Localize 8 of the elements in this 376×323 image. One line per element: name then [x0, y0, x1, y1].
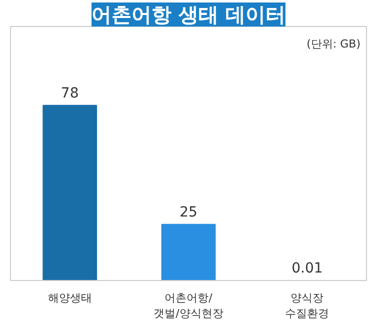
- x-tick-label: 해양생태: [48, 292, 92, 304]
- x-tick-label: 어촌어항/ 갯벌/양식현장: [154, 292, 224, 320]
- chart-title: 어촌어항 생태 데이터: [92, 2, 286, 26]
- text: (단위: GB): [306, 38, 361, 50]
- data-label: 25: [180, 204, 198, 220]
- data-label: 78: [60, 85, 79, 102]
- data-label: 0.01: [292, 260, 323, 276]
- x-tick-label: 양식장 수질환경: [285, 292, 330, 320]
